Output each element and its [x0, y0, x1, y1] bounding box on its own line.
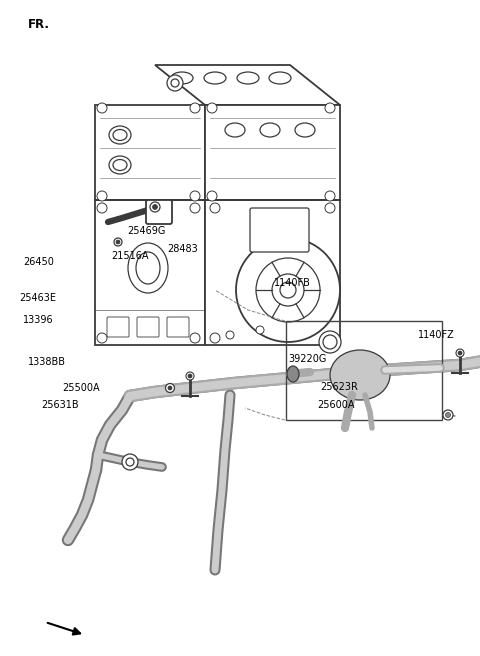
- Text: 25463E: 25463E: [19, 293, 56, 304]
- Polygon shape: [95, 200, 205, 345]
- Ellipse shape: [287, 366, 299, 382]
- Ellipse shape: [113, 129, 127, 140]
- Text: 13396: 13396: [23, 315, 54, 325]
- Text: 1140FZ: 1140FZ: [418, 329, 455, 340]
- Circle shape: [188, 374, 192, 378]
- Text: 25600A: 25600A: [317, 400, 354, 411]
- Ellipse shape: [204, 72, 226, 84]
- Ellipse shape: [128, 243, 168, 293]
- Circle shape: [171, 79, 179, 87]
- Circle shape: [443, 410, 453, 420]
- Circle shape: [97, 103, 107, 113]
- Circle shape: [186, 372, 194, 380]
- Text: 21516A: 21516A: [111, 251, 148, 261]
- Text: 26450: 26450: [23, 257, 54, 268]
- Circle shape: [190, 333, 200, 343]
- Text: FR.: FR.: [28, 18, 50, 31]
- Circle shape: [236, 238, 340, 342]
- Polygon shape: [95, 105, 205, 200]
- Polygon shape: [155, 65, 340, 105]
- Circle shape: [319, 331, 341, 353]
- Circle shape: [456, 349, 464, 357]
- FancyBboxPatch shape: [137, 317, 159, 337]
- Text: 1140FB: 1140FB: [274, 278, 311, 289]
- Circle shape: [168, 386, 172, 390]
- FancyBboxPatch shape: [167, 317, 189, 337]
- Text: 25623R: 25623R: [321, 382, 359, 392]
- Ellipse shape: [269, 72, 291, 84]
- Circle shape: [226, 331, 234, 339]
- Circle shape: [323, 335, 337, 349]
- Ellipse shape: [295, 123, 315, 137]
- Circle shape: [272, 274, 304, 306]
- Circle shape: [325, 103, 335, 113]
- Circle shape: [122, 454, 138, 470]
- Circle shape: [353, 358, 357, 362]
- Circle shape: [190, 203, 200, 213]
- Circle shape: [207, 103, 217, 113]
- Circle shape: [458, 351, 462, 355]
- Polygon shape: [205, 200, 340, 345]
- Ellipse shape: [237, 72, 259, 84]
- Circle shape: [445, 413, 451, 417]
- Circle shape: [153, 205, 157, 209]
- Ellipse shape: [225, 123, 245, 137]
- Ellipse shape: [109, 156, 131, 174]
- Text: 39220G: 39220G: [288, 354, 326, 365]
- Circle shape: [167, 75, 183, 91]
- Ellipse shape: [109, 126, 131, 144]
- Bar: [286, 321, 442, 420]
- Circle shape: [256, 258, 320, 322]
- Ellipse shape: [113, 159, 127, 171]
- Circle shape: [256, 326, 264, 334]
- Circle shape: [150, 202, 160, 212]
- Text: 25469G: 25469G: [127, 226, 166, 236]
- Ellipse shape: [260, 123, 280, 137]
- Text: 28483: 28483: [167, 244, 198, 255]
- Circle shape: [210, 333, 220, 343]
- Circle shape: [166, 384, 175, 392]
- Ellipse shape: [136, 252, 160, 284]
- Circle shape: [351, 356, 359, 364]
- FancyBboxPatch shape: [107, 317, 129, 337]
- Circle shape: [114, 238, 122, 246]
- Circle shape: [190, 103, 200, 113]
- Circle shape: [325, 191, 335, 201]
- FancyBboxPatch shape: [146, 200, 172, 224]
- Ellipse shape: [330, 350, 390, 400]
- Text: 1338BB: 1338BB: [28, 357, 66, 367]
- Circle shape: [325, 333, 335, 343]
- Circle shape: [325, 203, 335, 213]
- Circle shape: [207, 191, 217, 201]
- Circle shape: [126, 458, 134, 466]
- Text: 25631B: 25631B: [41, 400, 78, 411]
- Circle shape: [280, 282, 296, 298]
- Circle shape: [210, 203, 220, 213]
- Text: 25500A: 25500A: [62, 383, 100, 394]
- Ellipse shape: [171, 72, 193, 84]
- Circle shape: [97, 333, 107, 343]
- Circle shape: [97, 203, 107, 213]
- Circle shape: [116, 240, 120, 244]
- Circle shape: [97, 191, 107, 201]
- FancyBboxPatch shape: [250, 208, 309, 252]
- Polygon shape: [205, 105, 340, 200]
- Circle shape: [190, 191, 200, 201]
